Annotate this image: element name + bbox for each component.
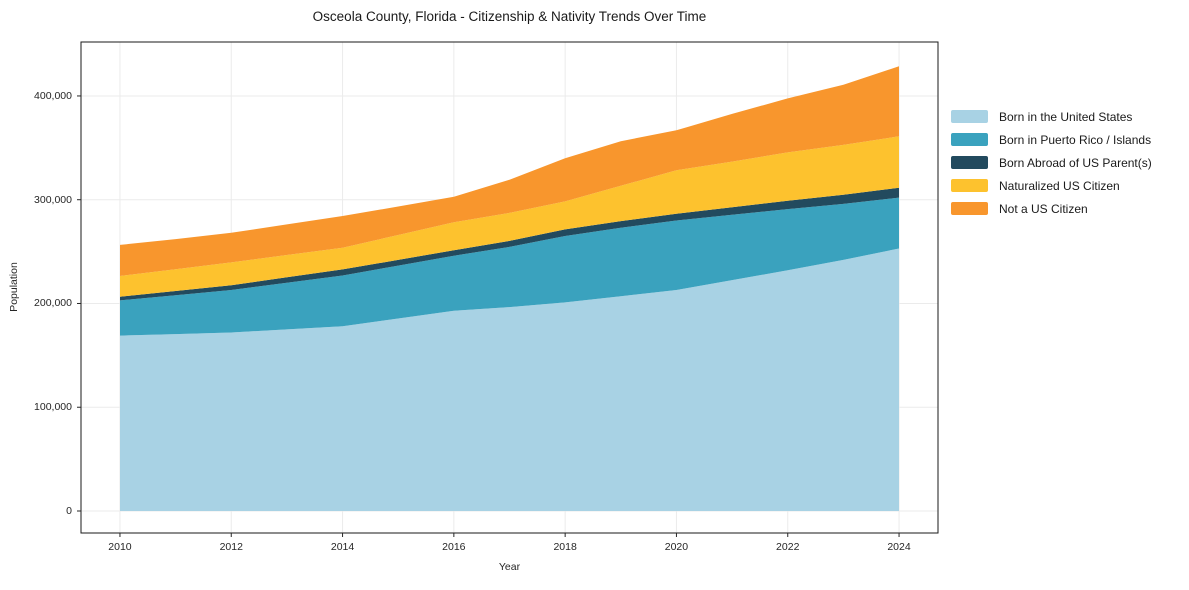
x-tick-label: 2014 <box>330 541 355 553</box>
y-tick-label: 0 <box>66 505 72 517</box>
x-tick-label: 2020 <box>664 541 689 553</box>
legend-label: Not a US Citizen <box>999 201 1088 216</box>
legend-label: Naturalized US Citizen <box>999 178 1120 193</box>
x-tick-label: 2022 <box>776 541 800 553</box>
x-tick-label: 2010 <box>108 541 132 553</box>
legend-item: Not a US Citizen <box>951 197 1152 220</box>
legend-swatch <box>951 202 988 215</box>
legend-item: Born in Puerto Rico / Islands <box>951 128 1152 151</box>
legend: Born in the United States Born in Puerto … <box>951 105 1152 220</box>
x-tick-label: 2012 <box>219 541 243 553</box>
legend-item: Born in the United States <box>951 105 1152 128</box>
x-tick-label: 2016 <box>442 541 466 553</box>
legend-label: Born in the United States <box>999 109 1133 124</box>
y-tick-label: 200,000 <box>34 297 72 310</box>
area-series-2 <box>120 187 899 301</box>
area-series-1 <box>120 197 899 336</box>
area-series-3 <box>120 136 899 297</box>
legend-swatch <box>951 179 988 192</box>
y-tick-label: 100,000 <box>34 401 72 414</box>
legend-swatch <box>951 133 988 146</box>
chart-title: Osceola County, Florida - Citizenship & … <box>312 9 707 24</box>
x-axis-label: Year <box>498 561 521 573</box>
legend-item: Born Abroad of US Parent(s) <box>951 151 1152 174</box>
y-tick-label: 400,000 <box>34 89 72 102</box>
legend-label: Born Abroad of US Parent(s) <box>999 155 1152 170</box>
legend-swatch <box>951 110 988 123</box>
area-series-4 <box>120 66 899 276</box>
legend-label: Born in Puerto Rico / Islands <box>999 132 1152 147</box>
x-tick-label: 2018 <box>553 541 577 553</box>
spines <box>80 41 939 534</box>
x-tick-label: 2024 <box>887 541 911 553</box>
legend-swatch <box>951 156 988 169</box>
area-series-0 <box>120 248 899 511</box>
legend-item: Naturalized US Citizen <box>951 174 1152 197</box>
y-tick-label: 300,000 <box>34 193 72 206</box>
